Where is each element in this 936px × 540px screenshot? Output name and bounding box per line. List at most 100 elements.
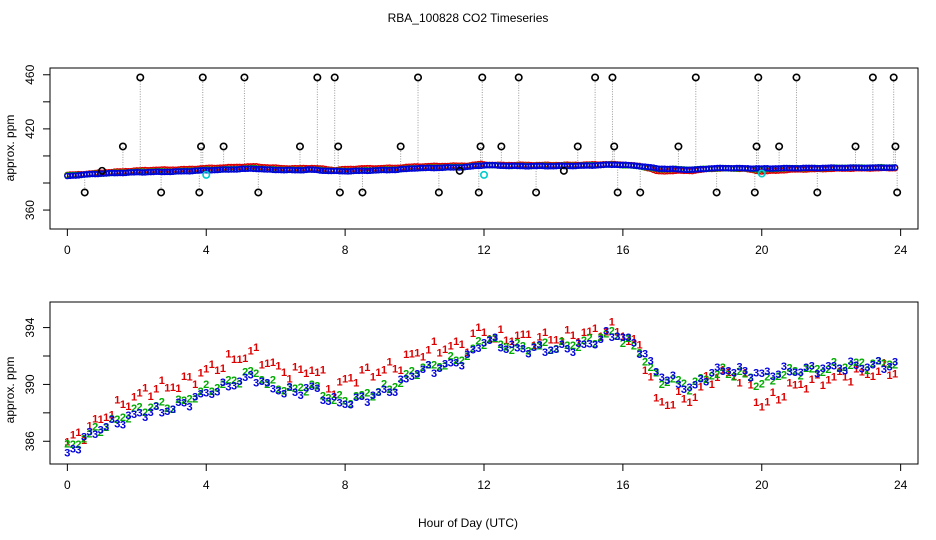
series-3-point: 3 xyxy=(798,367,804,379)
series-3-point: 3 xyxy=(275,386,281,398)
plot-area xyxy=(64,73,902,197)
series-1-point: 1 xyxy=(759,402,765,414)
series-1-point: 1 xyxy=(264,358,270,370)
series-2-point: 2 xyxy=(459,355,465,367)
series-1-point: 1 xyxy=(337,377,343,389)
series-3-point: 3 xyxy=(659,372,665,384)
series-1-point: 1 xyxy=(753,397,759,409)
series-2-point: 2 xyxy=(520,341,526,353)
outlier-point xyxy=(573,142,582,151)
series-2-point: 2 xyxy=(131,403,137,415)
series-3-point: 3 xyxy=(498,342,504,354)
series-3-point: 3 xyxy=(653,366,659,378)
series-1-point: 1 xyxy=(81,435,87,447)
series-2-point: 2 xyxy=(775,371,781,383)
outlier-point xyxy=(476,142,485,151)
series-3-point: 3 xyxy=(242,372,248,384)
outlier-point xyxy=(891,142,900,151)
series-3-point: 3 xyxy=(870,360,876,372)
series-2-point: 2 xyxy=(353,390,359,402)
series-2-point: 2 xyxy=(670,373,676,385)
series-1-point: 1 xyxy=(631,333,637,345)
series-1-point: 1 xyxy=(803,384,809,396)
series-2-point: 2 xyxy=(581,335,587,347)
series-3-point: 3 xyxy=(531,342,537,354)
series-3-point: 3 xyxy=(192,391,198,403)
series-3-point: 3 xyxy=(670,370,676,382)
series-1-point: 1 xyxy=(203,363,209,375)
series-1-point: 1 xyxy=(553,334,559,346)
series-3-point: 3 xyxy=(675,379,681,391)
series-1-point: 1 xyxy=(420,351,426,363)
series-1-point: 1 xyxy=(831,371,837,383)
series-1-point: 1 xyxy=(892,368,898,380)
series-3-point xyxy=(891,164,899,171)
series-2-point: 2 xyxy=(142,407,148,419)
series-2-point: 2 xyxy=(159,397,165,409)
series-2-point: 2 xyxy=(309,379,315,391)
series-1-point: 1 xyxy=(586,326,592,338)
series-3-point: 3 xyxy=(114,418,120,430)
series-1-point: 1 xyxy=(220,363,226,375)
series-3-point: 3 xyxy=(598,334,604,346)
series-3-point: 3 xyxy=(842,365,848,377)
series-2-point: 2 xyxy=(148,402,154,414)
series-3-point: 3 xyxy=(92,429,98,441)
series-2-point: 2 xyxy=(275,384,281,396)
series-3-point: 3 xyxy=(709,368,715,380)
outlier-point xyxy=(80,188,89,197)
series-3-point: 3 xyxy=(209,389,215,401)
series-1-point: 1 xyxy=(270,357,276,369)
series-3-point: 3 xyxy=(636,349,642,361)
outlier-point xyxy=(591,73,600,82)
series-3-point: 3 xyxy=(231,381,237,393)
series-2-point: 2 xyxy=(842,362,848,374)
series-3-point: 3 xyxy=(103,422,109,434)
series-3-point: 3 xyxy=(820,363,826,375)
series-2-point: 2 xyxy=(570,340,576,352)
series-3-point: 3 xyxy=(386,387,392,399)
series-2-point: 2 xyxy=(109,414,115,426)
series-1-point: 1 xyxy=(609,317,615,329)
outlier-point xyxy=(118,142,127,151)
series-3-point: 3 xyxy=(120,419,126,431)
series-2-point: 2 xyxy=(798,370,804,382)
outlier-point xyxy=(532,188,541,197)
series-2-point: 2 xyxy=(103,422,109,434)
series-2-point: 2 xyxy=(292,383,298,395)
outlier-point xyxy=(136,73,145,82)
series-3-point: 3 xyxy=(253,378,259,390)
series-1-point: 1 xyxy=(720,365,726,377)
series-1-point: 1 xyxy=(398,365,404,377)
series-1-point: 1 xyxy=(192,379,198,391)
series-1-point: 1 xyxy=(620,331,626,343)
series-2-point: 2 xyxy=(370,392,376,404)
series-2-point: 2 xyxy=(337,389,343,401)
outlier-point xyxy=(608,73,617,82)
series-1-point: 1 xyxy=(248,345,254,357)
calibration-point xyxy=(757,169,766,178)
series-1-point: 1 xyxy=(520,329,526,341)
series-2-point: 2 xyxy=(603,329,609,341)
series-3-point: 3 xyxy=(198,389,204,401)
series-1-point: 1 xyxy=(809,374,815,386)
series-1-point: 1 xyxy=(148,391,154,403)
series-2-point: 2 xyxy=(386,384,392,396)
series-1-point: 1 xyxy=(364,362,370,374)
series-2-point: 2 xyxy=(820,367,826,379)
series-3-point: 3 xyxy=(564,343,570,355)
series-3-point: 3 xyxy=(881,364,887,376)
series-3-point: 3 xyxy=(359,391,365,403)
outlier-point xyxy=(792,73,801,82)
series-1-point: 1 xyxy=(348,373,354,385)
series-1-point: 1 xyxy=(764,397,770,409)
series-1-point: 1 xyxy=(403,349,409,361)
series-2-point: 2 xyxy=(642,357,648,369)
series-2-point: 2 xyxy=(548,345,554,357)
series-3-point: 3 xyxy=(325,396,331,408)
series-2-point: 2 xyxy=(659,379,665,391)
series-3-point: 3 xyxy=(159,408,165,420)
series-2-point: 2 xyxy=(686,385,692,397)
series-3-point: 3 xyxy=(109,414,115,426)
series-3-point: 3 xyxy=(836,363,842,375)
